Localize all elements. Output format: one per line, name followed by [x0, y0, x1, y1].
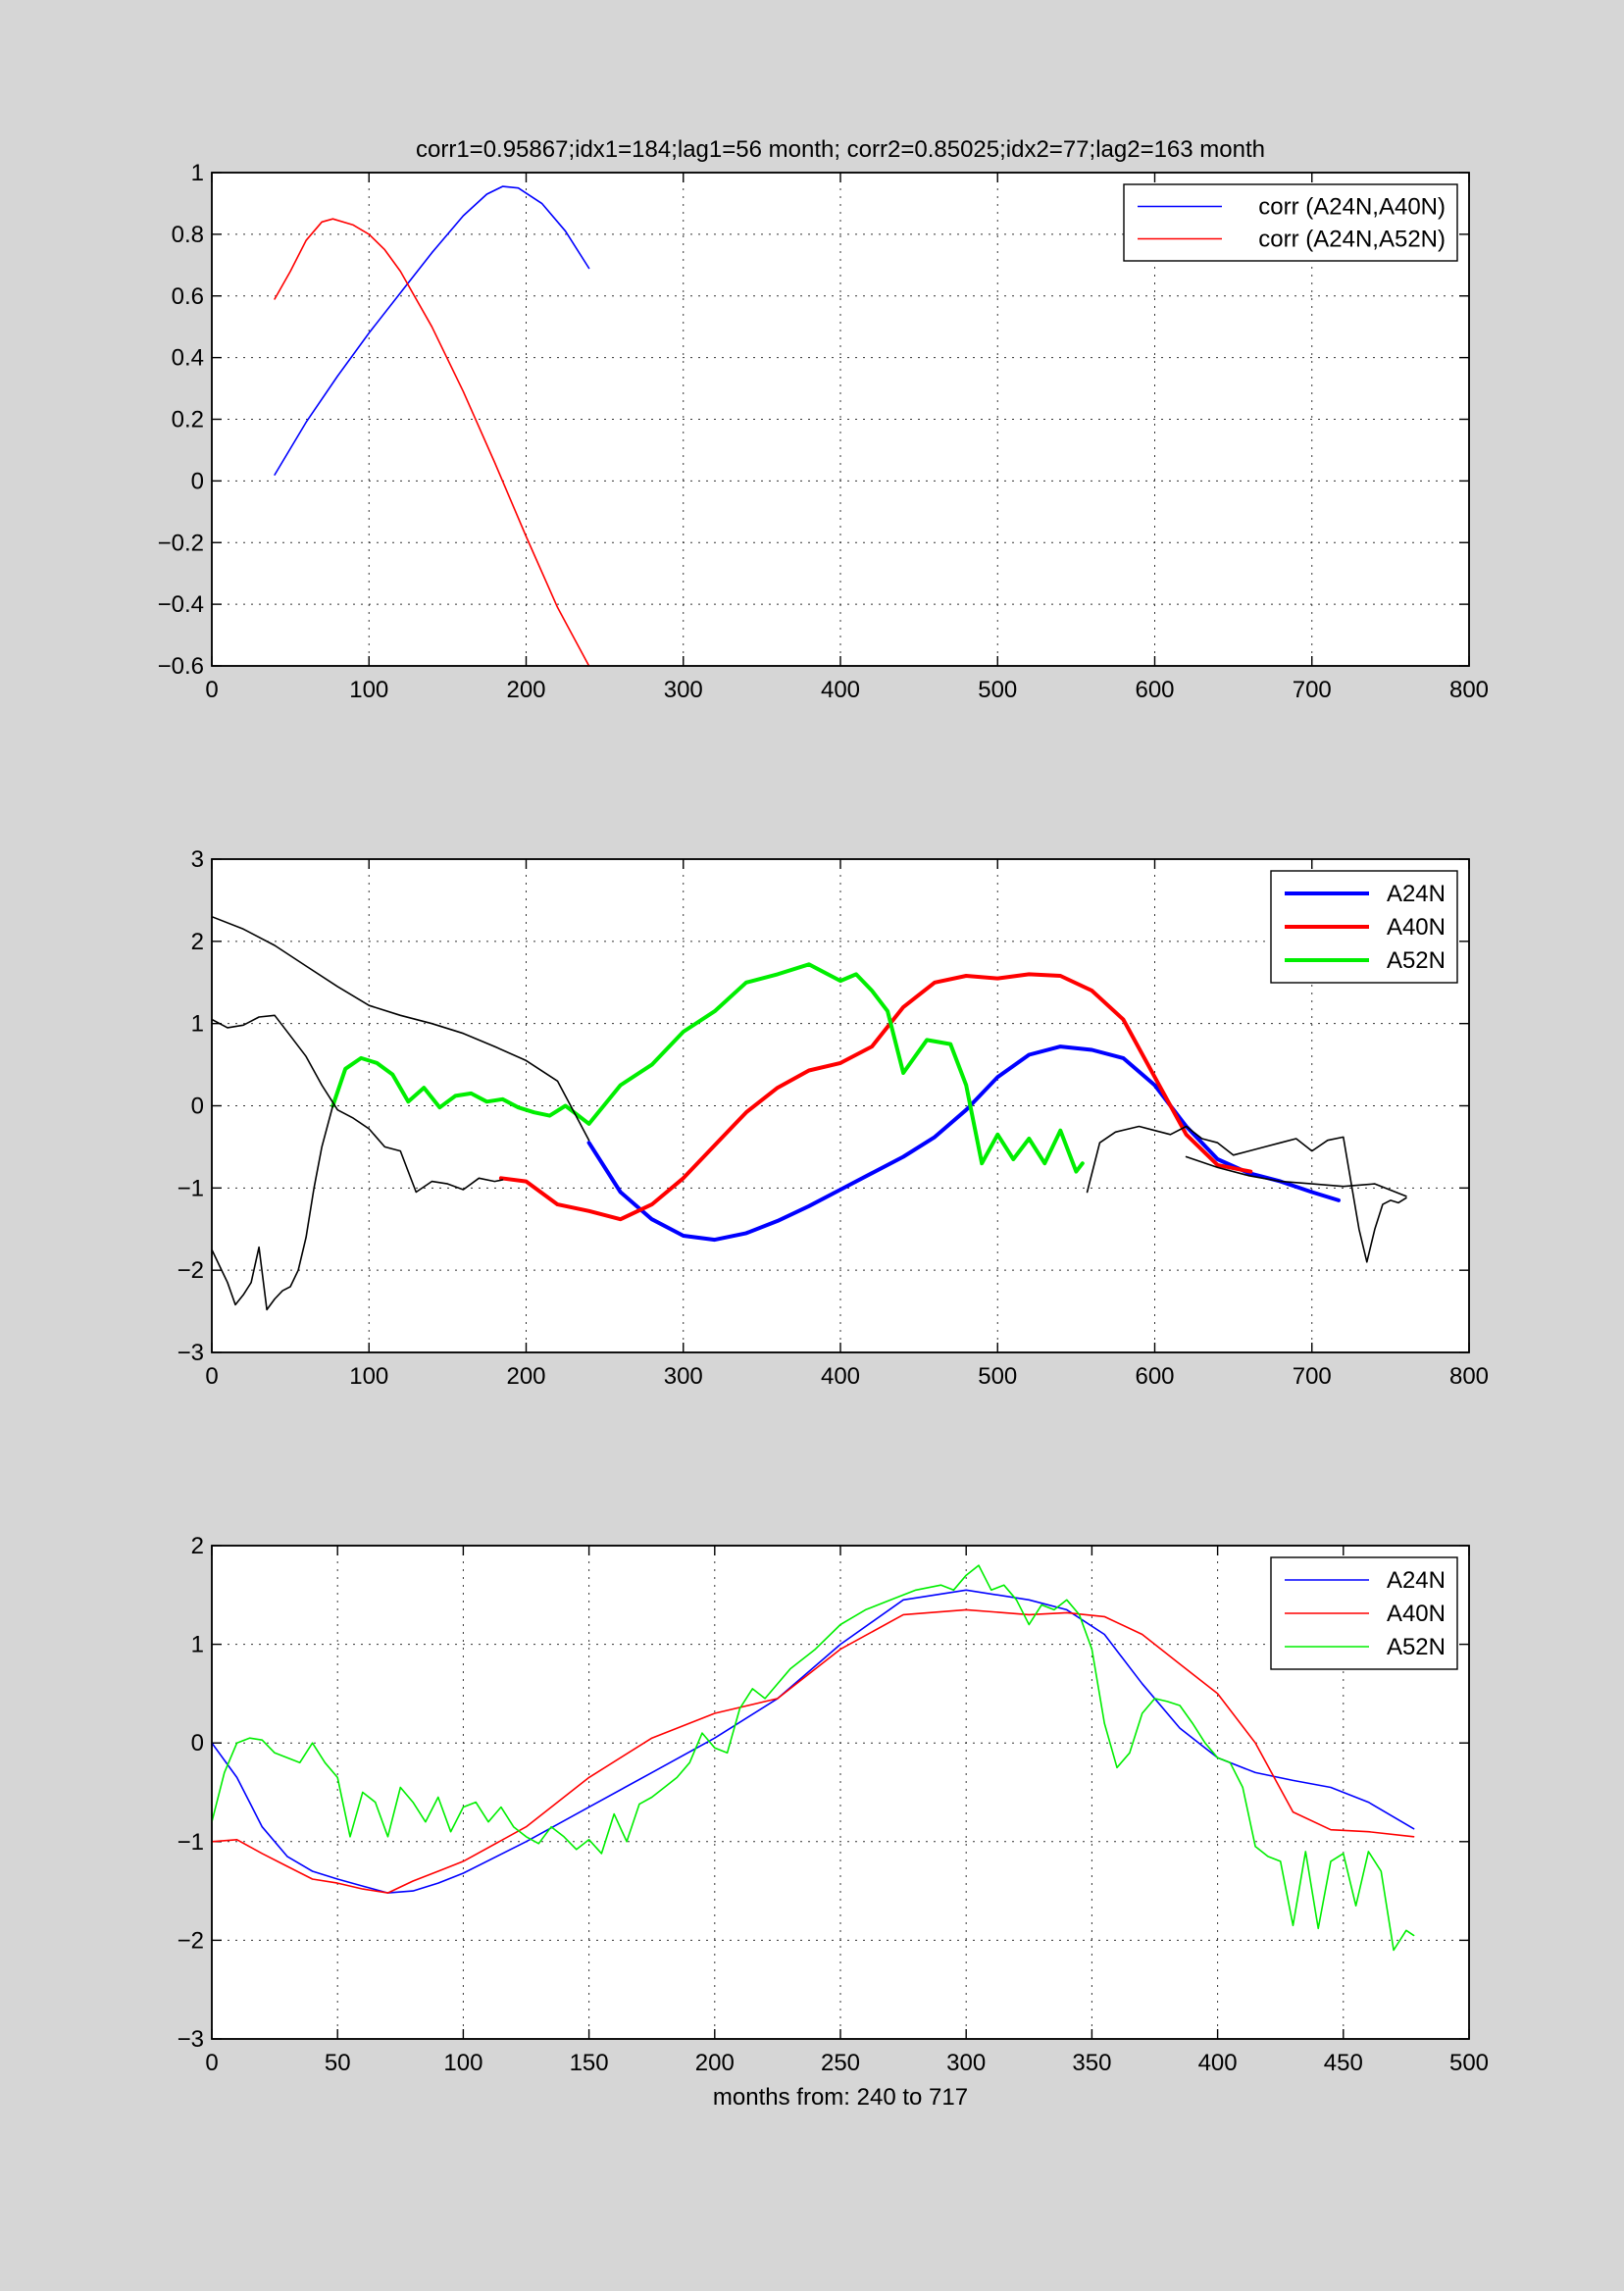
x-tick-label: 700	[1293, 677, 1332, 703]
legend: corr (A24N,A40N) corr (A24N,A52N)	[1123, 183, 1458, 262]
correlation-lag-plot: 0 100 200 300 400 500 600 700 800 −0.6 −0.4 −0.2 0 0.…	[158, 136, 1489, 703]
legend-box	[1123, 183, 1458, 262]
y-tick-label: −0.2	[158, 530, 204, 556]
y-tick-label: 3	[191, 846, 204, 873]
y-tick-label: −0.6	[158, 653, 204, 680]
x-tick-label: 600	[1135, 1363, 1174, 1390]
legend: A24N A40N A52N	[1270, 1556, 1458, 1670]
y-tick-label: 0.8	[172, 222, 204, 248]
x-tick-label: 250	[821, 2050, 860, 2076]
y-tick-label: −1	[178, 1175, 204, 1201]
y-tick-label: 0.4	[172, 345, 204, 372]
reference-line	[1086, 1125, 1407, 1263]
y-tick-label: −2	[178, 1927, 204, 1954]
x-tick-label: 50	[325, 2050, 351, 2076]
x-tick-label: 350	[1072, 2050, 1111, 2076]
y-tick-label: 1	[191, 160, 204, 186]
x-tick-label: 100	[349, 1363, 388, 1390]
y-tick-label: 0.2	[172, 407, 204, 433]
aligned-series-plot: 0 50 100 150 200 250 300 350 400 450 500 −3 −2 −1 0 1 2 m…	[178, 1533, 1489, 2111]
reference-line	[212, 915, 590, 1142]
x-tick-label: 100	[349, 677, 388, 703]
x-tick-label: 200	[506, 1363, 545, 1390]
y-tick-label: −3	[178, 2026, 204, 2053]
legend-label: A24N	[1387, 881, 1446, 907]
plot-area	[211, 1545, 1470, 2040]
reference-line	[212, 1014, 504, 1194]
x-tick-label: 100	[443, 2050, 482, 2076]
y-tick-label: 2	[191, 929, 204, 955]
plot-frame	[211, 1545, 1470, 2040]
y-tick-label: 0	[191, 1094, 204, 1120]
y-tick-label: −2	[178, 1257, 204, 1284]
plot-frame	[211, 858, 1470, 1353]
chart-title: corr1=0.95867;idx1=184;lag1=56 month; co…	[416, 136, 1265, 163]
reference-line	[212, 1104, 334, 1311]
series-line-a40n	[212, 1608, 1415, 1894]
legend-label: A40N	[1387, 914, 1446, 941]
x-axis-label: months from: 240 to 717	[713, 2084, 968, 2111]
x-tick-label: 300	[664, 1363, 703, 1390]
x-tick-label: 800	[1449, 1363, 1489, 1390]
x-tick-label: 500	[978, 1363, 1017, 1390]
x-tick-label: 0	[205, 677, 218, 703]
series-line-corr-a24n-a40n	[274, 185, 590, 476]
y-tick-label: −1	[178, 1829, 204, 1856]
legend-label: A52N	[1387, 1634, 1446, 1660]
shifted-series-plot: 0 100 200 300 400 500 600 700 800−3−2−10123A24NA…	[178, 846, 1489, 1390]
x-tick-label: 400	[1198, 2050, 1238, 2076]
x-tick-label: 0	[205, 1363, 218, 1390]
y-tick-label: 0.6	[172, 283, 204, 310]
x-tick-label: 300	[664, 677, 703, 703]
y-tick-label: 1	[191, 1632, 204, 1658]
legend-label: A24N	[1387, 1567, 1446, 1594]
x-tick-label: 200	[695, 2050, 735, 2076]
x-tick-label: 300	[946, 2050, 986, 2076]
x-tick-label: 500	[978, 677, 1017, 703]
x-tick-label: 0	[205, 2050, 218, 2076]
series-line-a52n	[212, 1564, 1415, 1952]
x-tick-label: 150	[570, 2050, 609, 2076]
series-line-a40n	[498, 972, 1253, 1222]
x-tick-label: 450	[1324, 2050, 1363, 2076]
y-tick-label: −3	[178, 1340, 204, 1366]
y-tick-label: 1	[191, 1011, 204, 1038]
x-tick-label: 200	[506, 677, 545, 703]
x-tick-label: 400	[821, 677, 860, 703]
legend: A24N A40N A52N	[1270, 870, 1458, 984]
series-line-a52n	[330, 962, 1085, 1174]
y-tick-label: 0	[191, 468, 204, 494]
x-tick-label: 800	[1449, 677, 1489, 703]
y-tick-label: 0	[191, 1730, 204, 1756]
legend-label: corr (A24N,A40N)	[1258, 194, 1446, 221]
plot-frame	[211, 172, 1470, 667]
legend-label: A40N	[1387, 1601, 1446, 1627]
series-line-corr-a24n-a52n	[274, 218, 590, 666]
reference-line	[1185, 1155, 1407, 1197]
legend-label: A52N	[1387, 947, 1446, 974]
y-tick-label: 2	[191, 1533, 204, 1559]
legend-label: corr (A24N,A52N)	[1258, 227, 1446, 253]
y-tick-label: −0.4	[158, 591, 204, 618]
x-tick-label: 500	[1449, 2050, 1489, 2076]
x-tick-label: 700	[1293, 1363, 1332, 1390]
x-tick-label: 400	[821, 1363, 860, 1390]
x-tick-label: 600	[1135, 677, 1174, 703]
series-line-a24n	[586, 1044, 1341, 1243]
